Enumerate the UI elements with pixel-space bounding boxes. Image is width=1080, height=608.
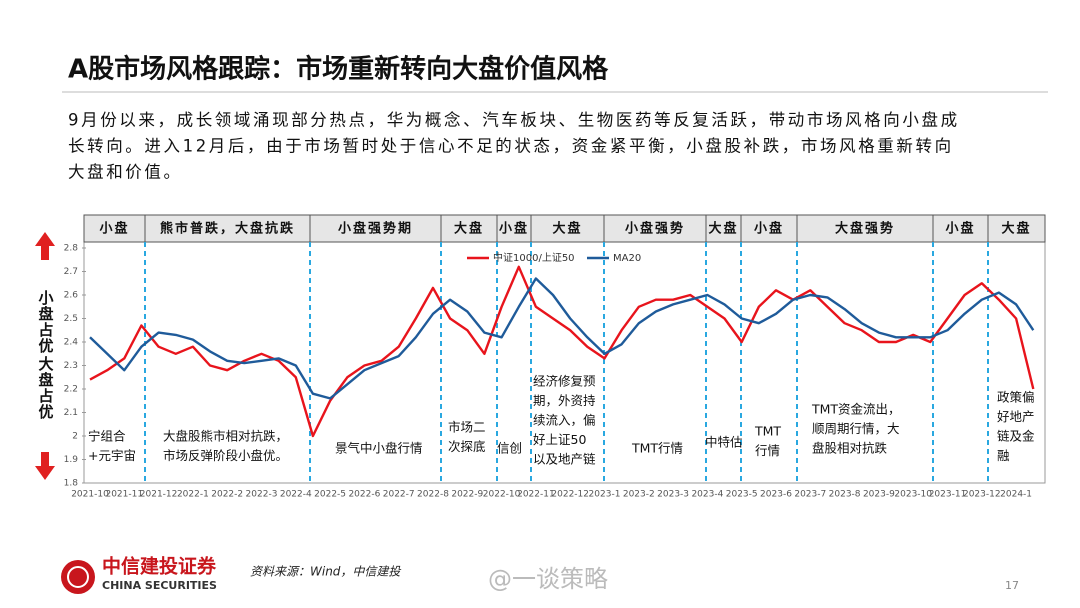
series-line bbox=[89, 277, 1035, 400]
band-header bbox=[83, 214, 1046, 243]
watermark: @一谈策略 bbox=[488, 565, 608, 593]
arrow-up bbox=[35, 232, 55, 260]
annotation: 链及金 bbox=[997, 429, 1035, 444]
band-label: 小盘 bbox=[754, 221, 784, 237]
y-tick-label: 2.7 bbox=[64, 267, 78, 277]
annotation: 顺周期行情，大 bbox=[812, 421, 900, 436]
source: 资料来源：Wind，中信建投 bbox=[250, 565, 401, 579]
logo-mark bbox=[61, 560, 95, 594]
band-label: 大盘 bbox=[1001, 221, 1031, 237]
x-tick-label: 2022-1 bbox=[177, 490, 209, 500]
annotation: 中特估 bbox=[705, 435, 743, 450]
x-tick-label: 2023-10 bbox=[894, 490, 932, 500]
y-axis-label: 小盘占优 bbox=[37, 290, 55, 354]
series-line bbox=[89, 265, 1035, 438]
page-number: 17 bbox=[1005, 579, 1019, 592]
band-label: 小盘强势期 bbox=[338, 221, 413, 237]
band-label: 熊市普跌，大盘抗跌 bbox=[160, 221, 295, 237]
slide-title: A股市场风格跟踪：市场重新转向大盘价值风格 bbox=[68, 54, 609, 85]
y-tick-label: 2.8 bbox=[64, 244, 79, 254]
y-tick-label: 2.6 bbox=[64, 291, 79, 301]
annotation: TMT资金流出， bbox=[811, 402, 901, 417]
annotation: 行情 bbox=[755, 443, 780, 458]
body-text: 9月份以来，成长领域涌现部分热点，华为概念、汽车板块、生物医药等反复活跃，带动市… bbox=[68, 110, 960, 130]
band-label: 小盘 bbox=[499, 221, 529, 237]
company: 中信建投证券 bbox=[102, 555, 217, 578]
x-tick-label: 2021-12 bbox=[140, 490, 178, 500]
x-tick-label: 2022-5 bbox=[314, 490, 346, 500]
y-tick-label: 2.3 bbox=[64, 361, 78, 371]
annotation: TMT行情 bbox=[631, 441, 683, 456]
band-label: 大盘 bbox=[454, 221, 484, 237]
y-tick-label: 1.9 bbox=[64, 455, 79, 465]
annotation: +元宇宙 bbox=[88, 448, 136, 463]
annotation: TMT bbox=[754, 424, 781, 439]
x-tick-label: 2024-1 bbox=[1000, 490, 1032, 500]
annotation: 大盘股熊市相对抗跌， bbox=[163, 429, 288, 444]
x-tick-label: 2023-3 bbox=[657, 490, 689, 500]
annotation: 经济修复预 bbox=[533, 374, 596, 389]
annotation: 融 bbox=[997, 448, 1010, 463]
y-tick-label: 2.4 bbox=[64, 338, 79, 348]
logo-ring bbox=[67, 566, 89, 588]
y-tick-label: 2.1 bbox=[64, 408, 78, 418]
y-tick-label: 2.2 bbox=[64, 385, 78, 395]
band-label: 小盘强势 bbox=[625, 221, 685, 237]
annotation: 盘股相对抗跌 bbox=[812, 441, 888, 456]
annotation: 政策偏 bbox=[997, 390, 1035, 405]
x-tick-label: 2023-9 bbox=[863, 490, 895, 500]
annotation: 信创 bbox=[497, 441, 522, 456]
x-tick-label: 2023-2 bbox=[623, 490, 655, 500]
band-label: 小盘 bbox=[99, 221, 129, 237]
x-tick-label: 2023-8 bbox=[829, 490, 861, 500]
y-tick-label: 1.8 bbox=[64, 479, 79, 489]
x-tick-label: 2021-10 bbox=[71, 490, 109, 500]
x-tick-label: 2022-7 bbox=[383, 490, 415, 500]
annotation: 宁组合 bbox=[88, 429, 126, 444]
y-tick-label: 2.5 bbox=[64, 314, 78, 324]
x-tick-label: 2023-6 bbox=[760, 490, 792, 500]
x-tick-label: 2023-5 bbox=[726, 490, 758, 500]
annotation: 好上证50 bbox=[533, 432, 586, 447]
band-label: 小盘 bbox=[945, 221, 975, 237]
y-axis-label: 大盘占优 bbox=[37, 355, 55, 420]
annotation: 以及地产链 bbox=[533, 452, 596, 467]
x-tick-label: 2022-8 bbox=[417, 490, 449, 500]
band-label: 大盘 bbox=[708, 221, 738, 237]
x-tick-label: 2022-9 bbox=[451, 490, 483, 500]
annotation: 期，外资持 bbox=[533, 393, 596, 408]
x-tick-label: 2022-12 bbox=[551, 490, 589, 500]
body-text: 长转向。进入12月后，由于市场暂时处于信心不足的状态，资金紧平衡，小盘股补跌，市… bbox=[68, 137, 954, 156]
annotation: 次探底 bbox=[448, 439, 486, 454]
x-tick-label: 2021-11 bbox=[105, 490, 143, 500]
x-tick-label: 2022-6 bbox=[348, 490, 380, 500]
x-tick-label: 2022-10 bbox=[483, 490, 521, 500]
x-tick-label: 2023-11 bbox=[929, 490, 967, 500]
x-tick-label: 2023-7 bbox=[794, 490, 826, 500]
legend-label: 中证1000/上证50 bbox=[493, 251, 575, 264]
annotation: 市场二 bbox=[448, 420, 486, 435]
x-tick-label: 2022-2 bbox=[211, 490, 243, 500]
x-tick-label: 2022-11 bbox=[517, 490, 555, 500]
legend-label: MA20 bbox=[613, 253, 641, 264]
company-en: CHINA SECURITIES bbox=[102, 579, 217, 592]
annotation: 好地产 bbox=[997, 409, 1035, 424]
band-label: 大盘 bbox=[552, 221, 582, 237]
annotation: 景气中小盘行情 bbox=[335, 441, 423, 456]
x-tick-label: 2023-4 bbox=[691, 490, 723, 500]
y-tick-label: 2 bbox=[72, 432, 78, 442]
x-tick-label: 2022-3 bbox=[246, 490, 278, 500]
band-label: 大盘强势 bbox=[835, 221, 895, 237]
arrow-down bbox=[35, 452, 55, 480]
x-tick-label: 2023-1 bbox=[589, 490, 621, 500]
x-tick-label: 2022-4 bbox=[280, 490, 312, 500]
annotation: 市场反弹阶段小盘优。 bbox=[163, 448, 288, 463]
annotation: 续流入，偏 bbox=[533, 413, 596, 428]
x-tick-label: 2023-12 bbox=[963, 490, 1001, 500]
body-text: 大盘和价值。 bbox=[68, 163, 183, 182]
